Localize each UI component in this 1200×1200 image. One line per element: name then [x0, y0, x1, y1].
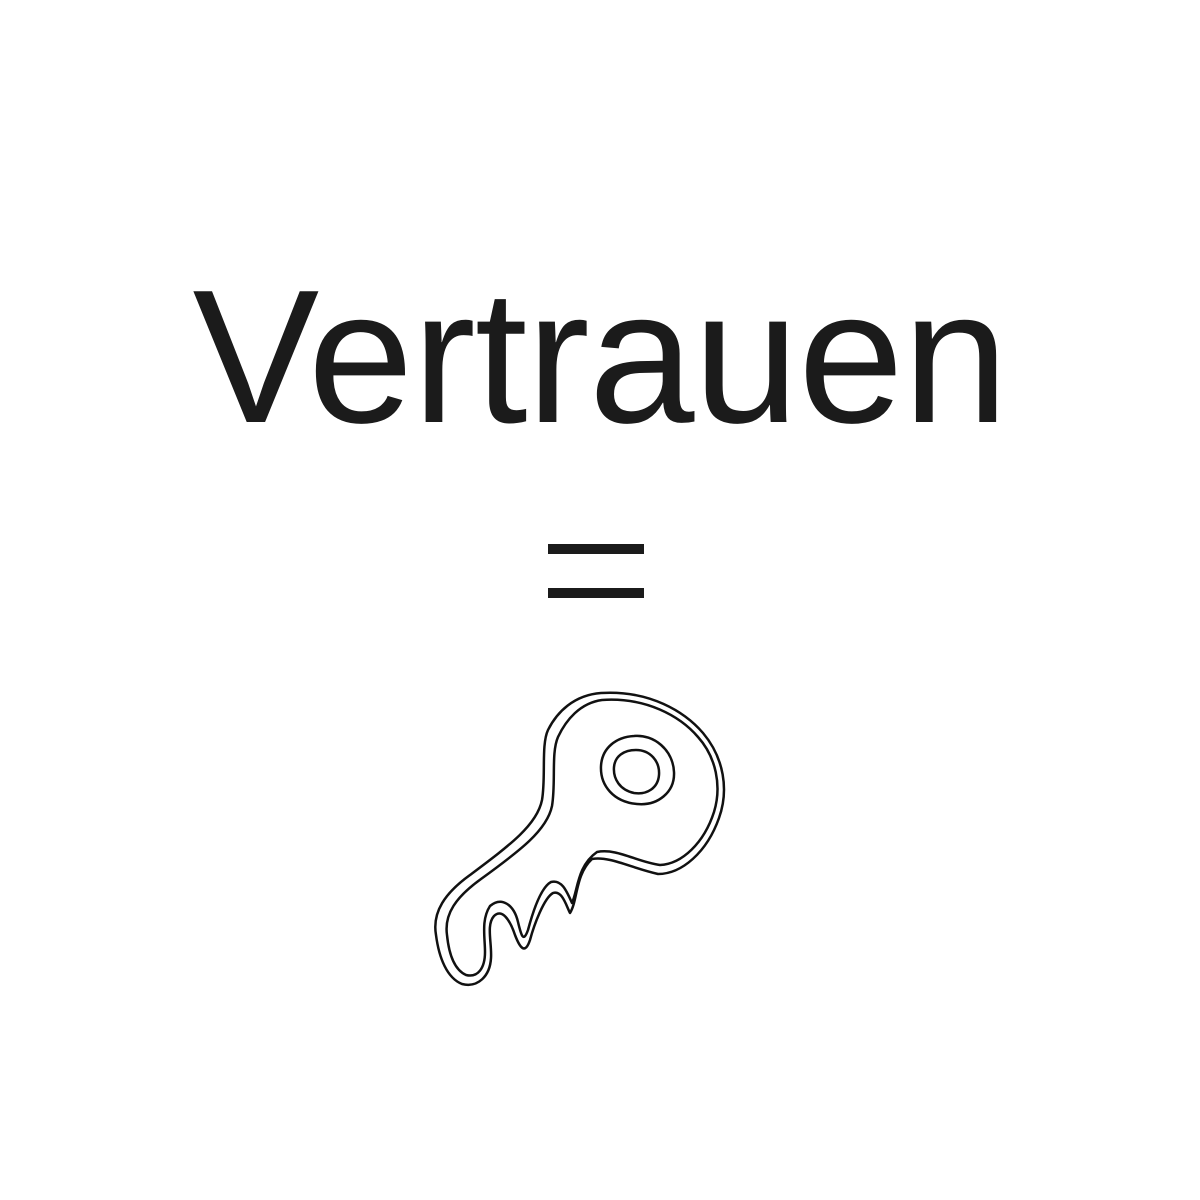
equals-sign	[548, 544, 644, 600]
key-hole-outer	[599, 734, 676, 806]
headline-word: Vertrauen	[192, 251, 1009, 463]
equals-bar-top	[548, 544, 644, 554]
key-icon	[434, 691, 726, 987]
key-hole-inner	[612, 748, 661, 795]
key-outline-front	[445, 698, 719, 977]
key-outline-back	[434, 691, 726, 987]
equals-bar-bottom	[548, 588, 644, 598]
